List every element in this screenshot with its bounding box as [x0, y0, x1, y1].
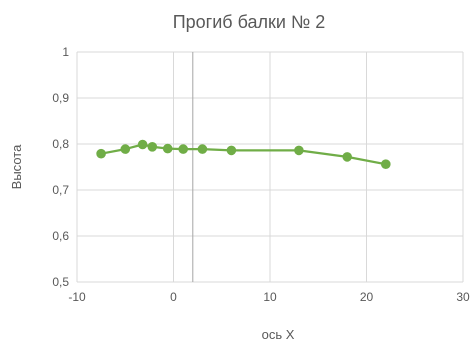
data-point [178, 144, 188, 154]
y-axis-label: Высота [9, 144, 24, 189]
x-tick-label: 0 [170, 290, 177, 304]
y-tick-label: 1 [62, 45, 69, 59]
x-tick-label: 30 [456, 290, 470, 304]
data-point [197, 144, 208, 154]
y-tick-label: 0,6 [52, 229, 69, 243]
data-point [381, 159, 391, 169]
gridlines [76, 51, 464, 283]
data-point [162, 143, 173, 154]
x-tick-label: 10 [263, 290, 277, 304]
data-point [96, 148, 106, 159]
tick-labels: 0,5 0,6 0,7 0,8 0,9 1 -10 0 10 20 30 [52, 45, 470, 304]
series-layer [96, 139, 391, 169]
data-point [226, 145, 237, 156]
x-tick-label: -10 [68, 290, 86, 304]
y-tick-label: 0,8 [52, 137, 69, 151]
x-axis-label: ось X [262, 327, 295, 342]
chart-title: Прогиб балки № 2 [173, 12, 326, 32]
y-tick-label: 0,9 [52, 91, 69, 105]
data-point [294, 145, 304, 156]
y-tick-label: 0,5 [52, 275, 69, 289]
data-point [137, 139, 148, 150]
data-point [342, 152, 353, 162]
data-point [147, 142, 158, 152]
x-tick-label: 20 [360, 290, 374, 304]
y-tick-label: 0,7 [52, 183, 69, 197]
data-point [120, 144, 131, 154]
